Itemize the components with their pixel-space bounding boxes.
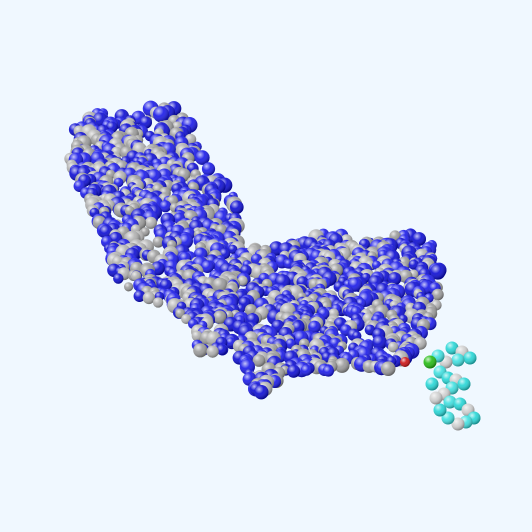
ligand-atom-accent-shading xyxy=(423,355,437,369)
protein-atom-highlight-shading xyxy=(400,357,410,367)
protein-atom-shading xyxy=(216,344,228,356)
protein-atom-shading xyxy=(388,272,402,286)
ligand-atom-shading xyxy=(443,395,457,409)
protein-atom-shading xyxy=(308,320,321,334)
protein-atom-shading xyxy=(228,244,238,254)
protein-atom-shading xyxy=(142,291,156,305)
ligand-molecule xyxy=(423,341,481,431)
protein-atom-shading xyxy=(287,364,301,378)
protein-atom-shading xyxy=(380,361,396,377)
protein-atom-shading xyxy=(431,288,444,301)
ligand-atom-shading xyxy=(441,411,455,425)
protein-atom-shading xyxy=(201,162,216,176)
protein-atom-shading xyxy=(193,343,208,358)
protein-atom-shading xyxy=(113,273,124,284)
protein-atom-shading xyxy=(334,357,350,373)
protein-atom-shading xyxy=(212,277,228,293)
protein-atom-shading xyxy=(206,345,219,358)
protein-atom-shading xyxy=(191,330,203,342)
protein-atom-shading xyxy=(254,385,269,400)
protein-atom-shading xyxy=(213,310,227,324)
ligand-atom-shading xyxy=(457,377,471,391)
ligand-atom-shading xyxy=(433,403,447,417)
ligand-atom-shading xyxy=(425,377,439,391)
protein-atom-shading xyxy=(230,200,244,214)
protein-atom-shading xyxy=(124,282,134,292)
protein-atom-shading xyxy=(237,275,248,286)
protein-atom-shading xyxy=(152,297,164,308)
protein-atom-shading xyxy=(99,224,113,239)
protein-atom-shading xyxy=(300,364,312,376)
protein-surface xyxy=(64,100,447,400)
protein-atom-shading xyxy=(387,341,399,353)
ligand-atom-shading xyxy=(451,417,465,431)
protein-atom-shading xyxy=(144,216,157,229)
protein-atom-shading xyxy=(322,365,334,377)
protein-atom-shading xyxy=(153,106,169,123)
protein-atom-shading xyxy=(159,200,172,213)
protein-atom-shading xyxy=(133,290,146,302)
ligand-atom-shading xyxy=(429,391,443,405)
protein-atom-shading xyxy=(152,236,164,248)
ligand-atom-shading xyxy=(445,341,459,355)
ligand-atom-shading xyxy=(463,351,477,365)
protein-atom-shading xyxy=(252,354,266,367)
ligand-atom-shading xyxy=(451,353,465,367)
protein-atom-shading xyxy=(372,335,387,350)
protein-atom-shading xyxy=(430,264,446,280)
protein-atom-shading xyxy=(195,150,210,165)
protein-atom-shading xyxy=(201,260,214,273)
